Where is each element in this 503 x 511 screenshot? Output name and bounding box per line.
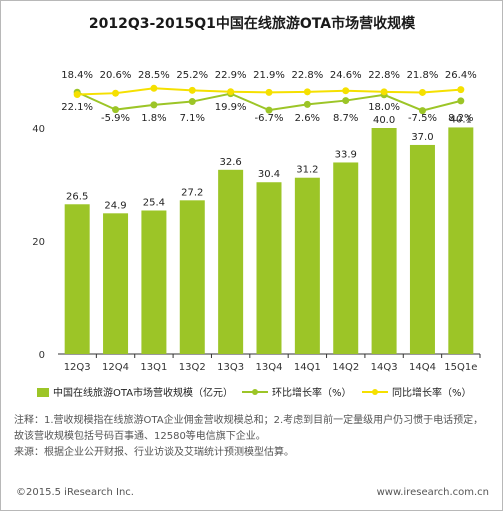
yoy-marker	[418, 88, 426, 96]
legend-bar-swatch	[37, 388, 49, 397]
y-tick-label: 40	[32, 124, 45, 135]
qoq-label: -5.9%	[101, 113, 130, 124]
x-tick-label: 13Q2	[179, 362, 206, 373]
notes-block: 注释：1.营收规模指在线旅游OTA企业佣金营收规模总和；2.考虑到目前一定量级用…	[14, 413, 492, 461]
bar	[294, 177, 320, 354]
qoq-marker	[265, 106, 273, 114]
bar	[448, 127, 474, 354]
chart-title: 2012Q3-2015Q1中国在线旅游OTA市场营收规模	[89, 15, 416, 32]
bar	[218, 169, 244, 354]
x-tick-label: 12Q3	[64, 362, 91, 373]
yoy-marker	[380, 88, 388, 96]
website-text: www.iresearch.com.cn	[376, 487, 489, 498]
bar	[141, 210, 167, 354]
legend-bar-label: 中国在线旅游OTA市场营收规模（亿元）	[53, 386, 233, 399]
yoy-marker	[303, 88, 311, 96]
bar-value-label: 30.4	[258, 169, 280, 180]
qoq-marker	[303, 100, 311, 108]
bar-value-label: 27.2	[181, 187, 203, 198]
bar-value-label: 33.9	[335, 149, 357, 160]
x-tick-label: 14Q3	[371, 362, 398, 373]
qoq-label: 2.6%	[295, 113, 320, 124]
yoy-marker	[227, 88, 235, 96]
x-tick-label: 13Q4	[256, 362, 283, 373]
qoq-marker	[150, 101, 158, 109]
y-tick-label: 0	[39, 350, 45, 361]
yoy-marker	[457, 86, 465, 94]
qoq-marker	[457, 97, 465, 105]
bar-value-labels: 26.5 24.9 25.4 27.2 32.6 30.4 31.2 33.9 40.0 37.0…	[66, 114, 472, 211]
qoq-label: 22.1%	[61, 102, 93, 113]
bar	[64, 204, 90, 354]
bar	[333, 162, 359, 354]
qoq-label: 19.9%	[215, 102, 247, 113]
x-tick-label: 12Q4	[102, 362, 129, 373]
bar-value-label: 32.6	[220, 157, 242, 168]
x-axis-tick-labels: 12Q3 12Q4 13Q1 13Q2 13Q3 13Q4 14Q1 14Q2 14Q3 14Q4…	[64, 354, 481, 373]
x-tick-label: 13Q3	[217, 362, 244, 373]
yoy-label: 25.2%	[176, 70, 208, 81]
legend-yoy-label: 同比增长率（%）	[392, 386, 472, 399]
qoq-label: -6.7%	[254, 113, 283, 124]
x-tick-label: 14Q1	[294, 362, 321, 373]
qoq-growth-series: 22.1% -5.9% 1.8% 7.1% 19.9% -6.7% 2.6% 8.7% 18.0…	[61, 88, 474, 124]
bar	[256, 182, 282, 354]
x-tick-label: 14Q4	[409, 362, 436, 373]
yoy-label: 28.5%	[138, 70, 170, 81]
bar	[409, 144, 435, 354]
yoy-label: 21.8%	[407, 70, 439, 81]
qoq-marker	[418, 107, 426, 115]
bar-series	[64, 127, 474, 354]
qoq-label: -7.5%	[408, 113, 437, 124]
legend: 中国在线旅游OTA市场营收规模（亿元） 环比增长率（%） 同比增长率（%）	[37, 386, 472, 399]
bar	[179, 200, 205, 354]
qoq-label: 18.0%	[368, 102, 400, 113]
qoq-label: 7.1%	[180, 113, 205, 124]
note-text: 注释：1.营收规模指在线旅游OTA企业佣金营收规模总和；2.考虑到目前一定量级用…	[14, 415, 484, 442]
yoy-marker	[112, 89, 120, 97]
bar	[103, 213, 129, 354]
bar-value-label: 24.9	[104, 200, 126, 211]
yoy-label: 22.9%	[215, 70, 247, 81]
yoy-marker	[342, 87, 350, 95]
legend-qoq-marker	[252, 389, 258, 395]
qoq-label: 1.8%	[141, 113, 166, 124]
bar-value-label: 40.1	[450, 114, 472, 125]
yoy-marker	[150, 84, 158, 92]
bar-value-label: 26.5	[66, 191, 88, 202]
source-text: 来源：根据企业公开财报、行业访谈及艾瑞统计预测模型估算。	[14, 447, 294, 458]
yoy-label: 26.4%	[445, 70, 477, 81]
qoq-marker	[188, 98, 196, 106]
yoy-marker	[73, 91, 81, 99]
bar	[371, 128, 397, 354]
bar-value-label: 40.0	[373, 115, 395, 126]
yoy-label: 20.6%	[100, 70, 132, 81]
yoy-label: 21.9%	[253, 70, 285, 81]
qoq-label: 8.7%	[333, 113, 358, 124]
legend-qoq-label: 环比增长率（%）	[272, 386, 352, 399]
yoy-marker	[265, 88, 273, 96]
copyright-text: ©2015.5 iResearch Inc.	[16, 487, 134, 498]
x-tick-label: 14Q2	[332, 362, 359, 373]
bar-value-label: 31.2	[296, 165, 318, 176]
x-tick-label: 15Q1e	[444, 362, 477, 373]
y-axis: 0 20 40	[32, 124, 45, 361]
yoy-marker	[188, 86, 196, 94]
x-tick-label: 13Q1	[140, 362, 167, 373]
yoy-label: 24.6%	[330, 70, 362, 81]
qoq-marker	[342, 97, 350, 105]
yoy-growth-series: 18.4% 20.6% 28.5% 25.2% 22.9% 21.9% 22.8% 24.6%…	[61, 70, 477, 99]
yoy-label: 22.8%	[368, 70, 400, 81]
qoq-marker	[112, 106, 120, 114]
bar-value-label: 37.0	[411, 132, 433, 143]
bar-value-label: 25.4	[143, 197, 165, 208]
yoy-label: 18.4%	[61, 70, 93, 81]
legend-yoy-marker	[372, 389, 378, 395]
qoq-label: 8.2%	[448, 113, 473, 124]
yoy-label: 22.8%	[291, 70, 323, 81]
y-tick-label: 20	[32, 237, 45, 248]
